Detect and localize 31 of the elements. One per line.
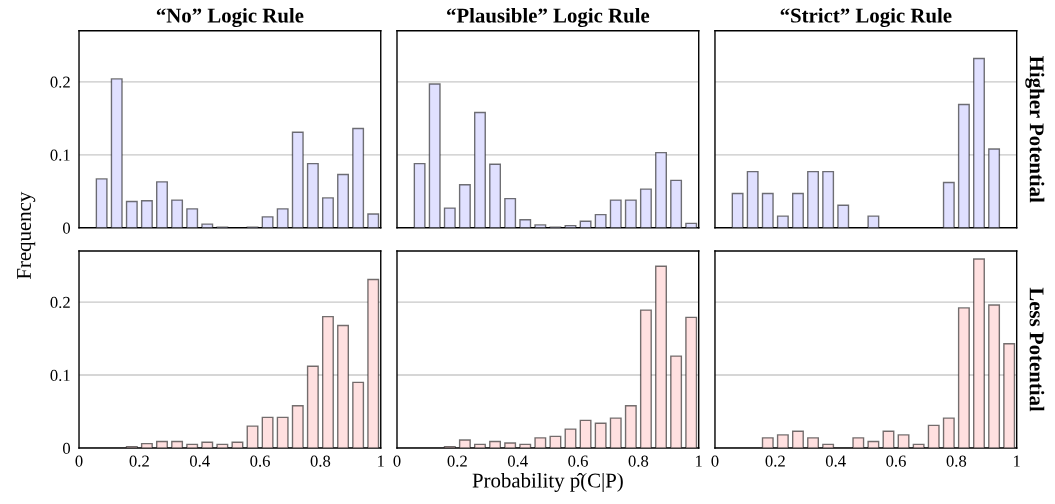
- y-tick-label: 0.1: [50, 149, 70, 161]
- x-tick-label: 0.2: [129, 455, 149, 467]
- x-tick-label: 0.6: [568, 455, 588, 467]
- x-tick-label: 0: [75, 455, 83, 467]
- x-tick-label: 0.4: [507, 455, 528, 467]
- y-tick-label: 0: [62, 442, 71, 454]
- x-tick-label: 0.8: [946, 455, 967, 467]
- y-axis-title: Frequency: [17, 191, 36, 280]
- y2-axis-title: Higher Potential: [1025, 56, 1045, 203]
- x-tick-label: 0.2: [447, 455, 467, 467]
- x-tick-label: 0.6: [886, 455, 906, 467]
- x-tick-label: 0.4: [189, 455, 210, 467]
- y-tick-label: 0.2: [50, 76, 70, 88]
- x-tick-label: 1: [696, 455, 702, 467]
- y-tick-label: 0.1: [50, 369, 70, 382]
- x-tick-label: 0: [393, 455, 401, 467]
- x-tick-label: 0.2: [765, 455, 785, 467]
- y-tick-label: 0: [62, 222, 71, 234]
- y2-axis-title: Less Potential: [1029, 287, 1045, 412]
- x-tick-label: 1: [1014, 455, 1020, 467]
- y-tick-label: 0.2: [50, 296, 70, 309]
- x-axis-title: Probability p̂(C|P): [472, 472, 623, 492]
- chart-title: “No” Logic Rule: [156, 7, 304, 28]
- x-tick-label: 0.8: [628, 455, 649, 467]
- x-tick-label: 0.6: [250, 455, 270, 467]
- x-tick-label: 1: [378, 455, 384, 467]
- chart-title: “Strict” Logic Rule: [780, 7, 952, 28]
- x-tick-label: 0.8: [310, 455, 331, 467]
- x-tick-label: 0.4: [825, 455, 846, 467]
- chart-title: “Plausible” Logic Rule: [447, 7, 650, 28]
- x-tick-label: 0: [711, 455, 719, 467]
